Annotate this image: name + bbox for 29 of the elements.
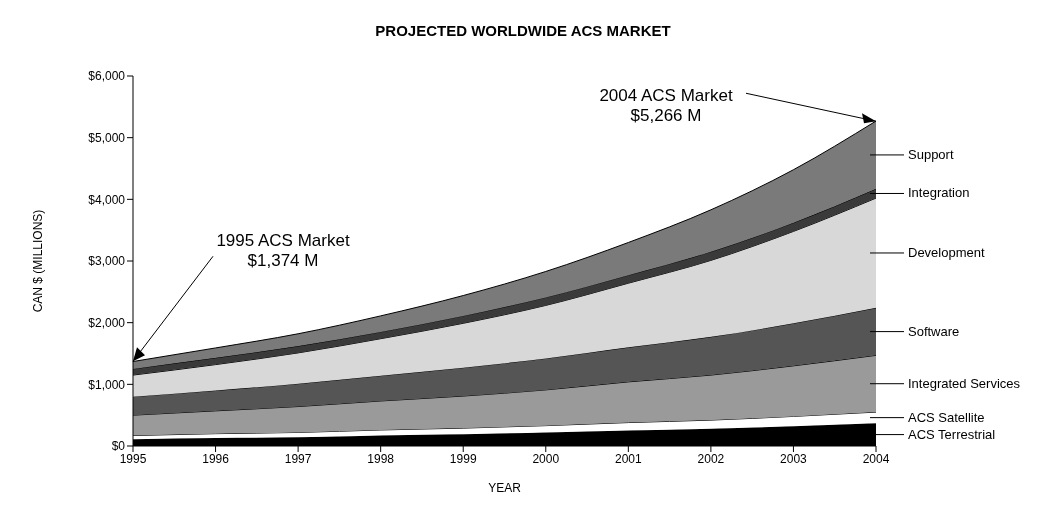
annotation: 2004 ACS Market $5,266 M — [599, 86, 733, 126]
y-tick-label: $3,000 — [88, 254, 126, 269]
legend-label: ACS Satellite — [908, 409, 985, 425]
x-tick-label: 2004 — [862, 451, 890, 466]
y-tick-label: $6,000 — [88, 69, 126, 84]
x-tick-label: 1999 — [449, 451, 477, 466]
x-tick-label: 1998 — [367, 451, 395, 466]
legend-label: Development — [908, 244, 985, 260]
x-axis-title: YEAR — [488, 481, 522, 495]
legend-label: Software — [908, 323, 960, 339]
y-tick-label: $2,000 — [88, 315, 126, 330]
chart-title: PROJECTED WORLDWIDE ACS MARKET — [374, 22, 672, 39]
x-tick-label: 1995 — [119, 451, 147, 466]
y-axis-title: CAN $ (MILLIONS) — [31, 209, 46, 313]
y-tick-label: $4,000 — [88, 192, 126, 207]
x-tick-label: 2002 — [697, 451, 725, 466]
x-tick-label: 1996 — [202, 451, 230, 466]
annotation: 1995 ACS Market $1,374 M — [216, 231, 350, 271]
x-tick-label: 2001 — [614, 451, 642, 466]
y-tick-label: $5,000 — [88, 130, 126, 145]
y-tick-label: $0 — [111, 439, 126, 454]
x-tick-label: 2003 — [780, 451, 808, 466]
legend-label: ACS Terrestrial — [908, 426, 996, 442]
legend-label: Integrated Services — [908, 375, 1021, 391]
legend-label: Integration — [908, 185, 970, 201]
x-tick-label: 1997 — [284, 451, 312, 466]
y-tick-label: $1,000 — [88, 377, 126, 392]
legend-label: Support — [908, 146, 954, 162]
x-tick-label: 2000 — [532, 451, 560, 466]
